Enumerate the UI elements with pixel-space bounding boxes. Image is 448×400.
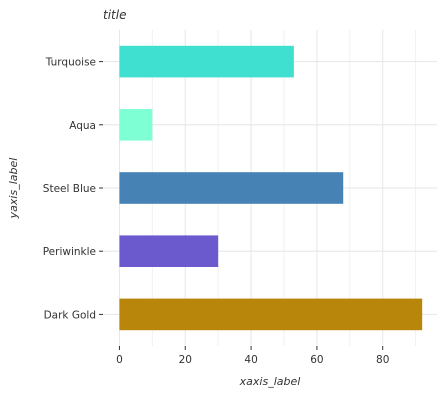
x-axis-label: xaxis_label xyxy=(239,375,301,388)
bar-aqua xyxy=(119,109,153,141)
x-tick-label: 80 xyxy=(376,354,389,366)
x-tick-label: 60 xyxy=(310,354,323,366)
y-tick-label: Turquoise xyxy=(45,57,96,69)
bar-turquoise xyxy=(119,45,294,78)
y-tick-label: Aqua xyxy=(69,120,96,132)
x-tick-label: 40 xyxy=(244,354,257,366)
y-tick-label: Dark Gold xyxy=(44,309,96,321)
bar-steel-blue xyxy=(119,172,344,204)
x-tick-label: 20 xyxy=(179,354,192,366)
y-axis-label: yaxis_label xyxy=(7,158,20,220)
bar-dark-gold xyxy=(119,298,423,331)
y-axis-ticks: Dark Gold Periwinkle Steel Blue Aqua Turquoi… xyxy=(43,57,103,321)
y-tick-label: Steel Blue xyxy=(43,183,96,195)
bars xyxy=(119,45,423,331)
y-tick-label: Periwinkle xyxy=(43,246,96,258)
x-tick-label: 0 xyxy=(116,354,123,366)
bar-periwinkle xyxy=(119,235,219,267)
chart-title: title xyxy=(103,8,126,22)
x-axis-ticks: 0 20 40 60 80 xyxy=(116,346,389,366)
